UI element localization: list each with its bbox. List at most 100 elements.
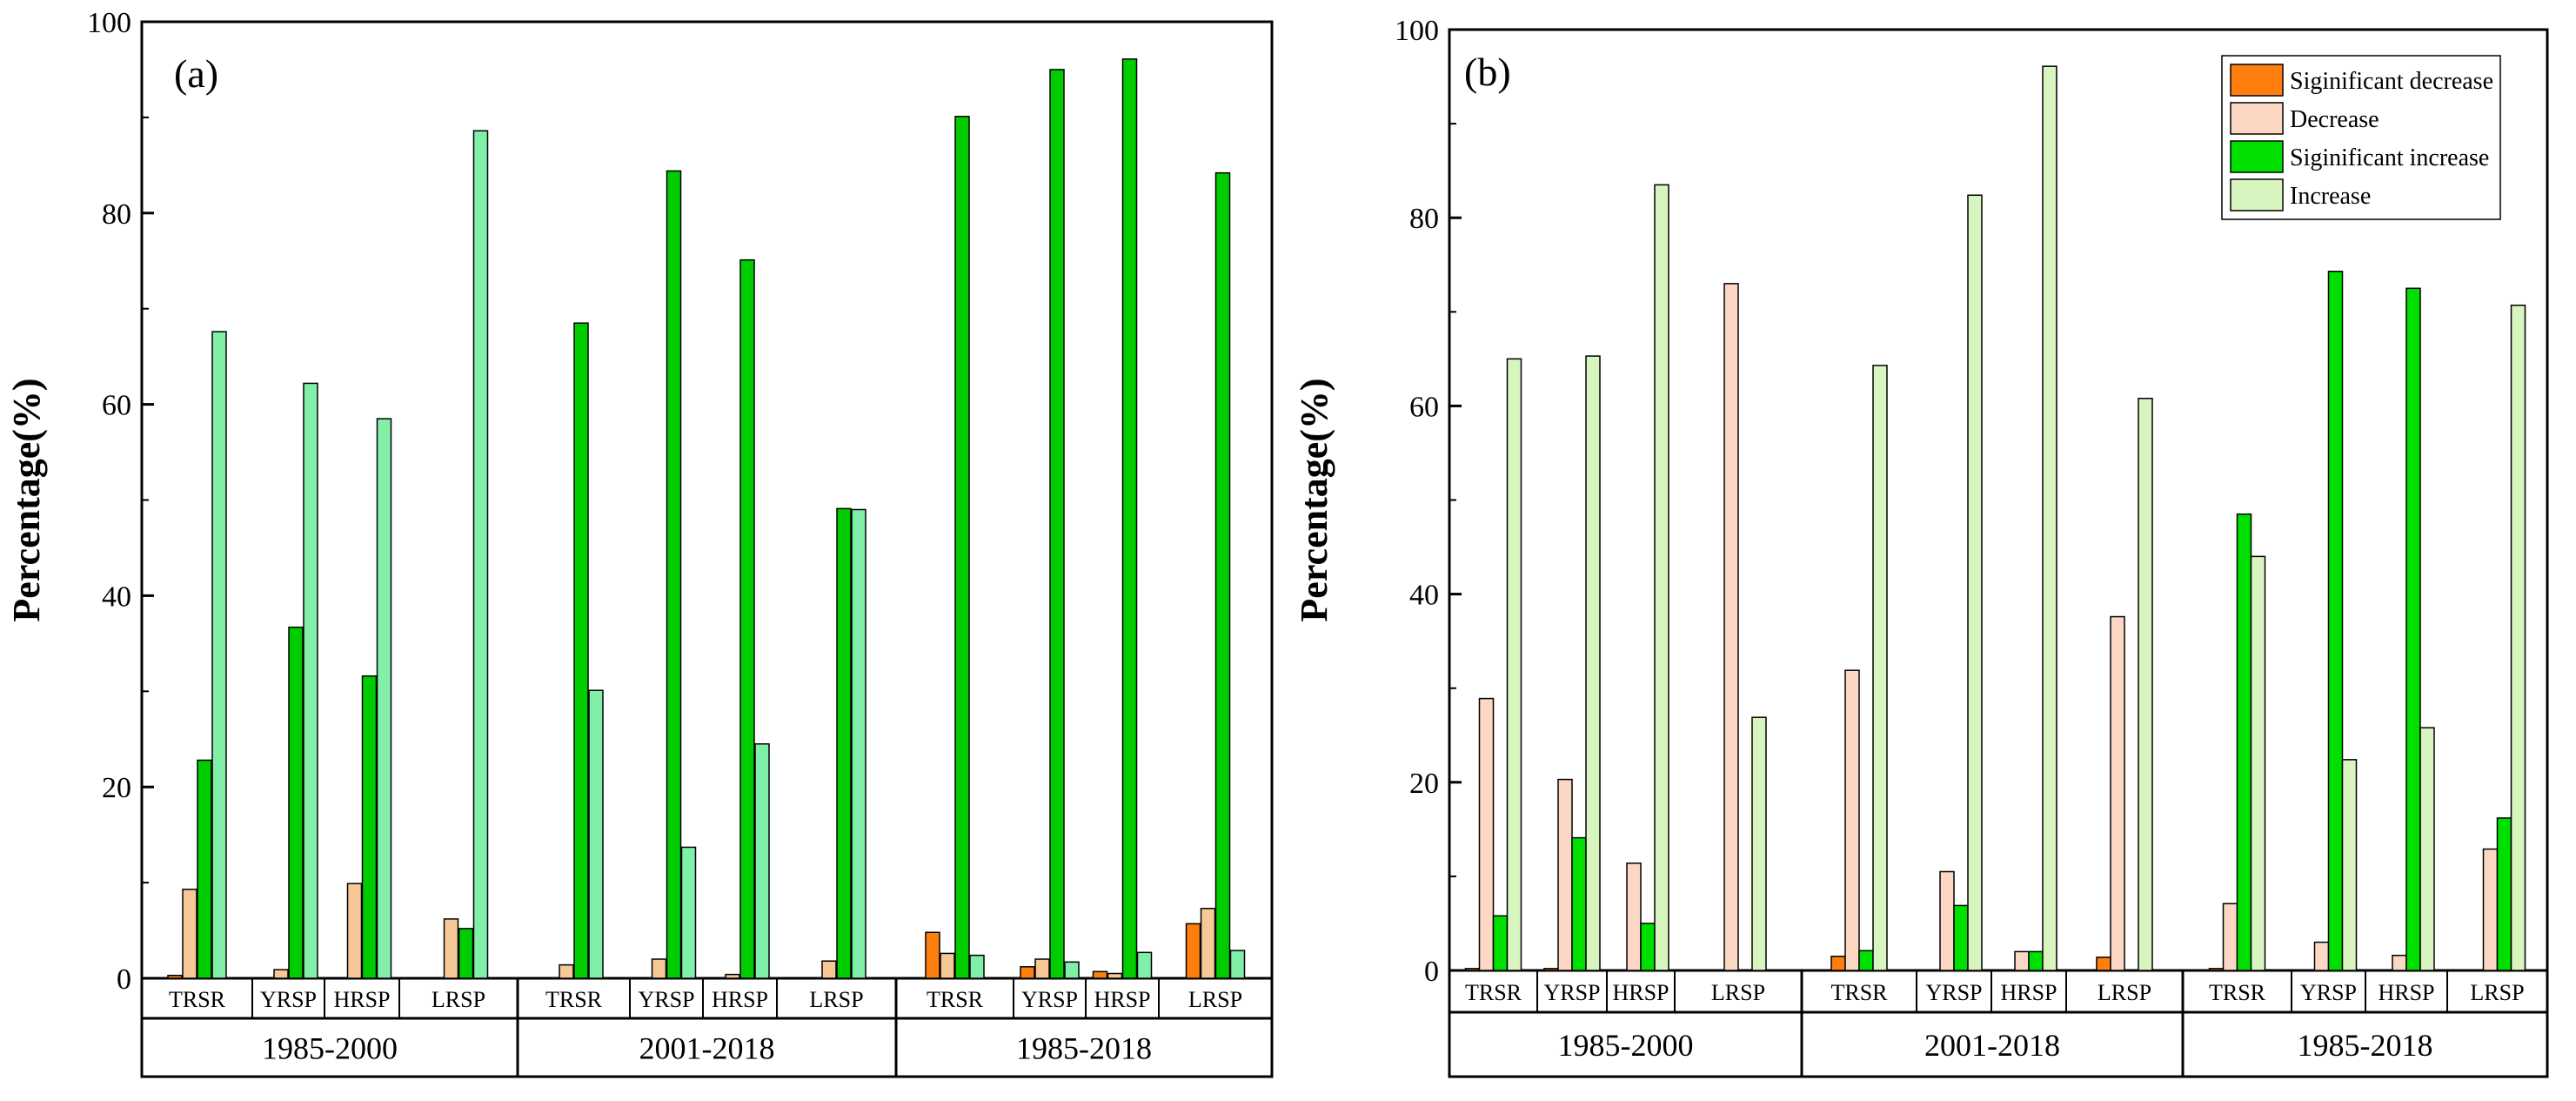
station-label: TRSR — [1830, 980, 1888, 1005]
bar — [1506, 358, 1522, 971]
bar — [1872, 365, 1888, 971]
bar — [1229, 950, 1246, 979]
bar — [2327, 271, 2344, 971]
bar — [1967, 194, 1983, 971]
y-tick-label: 80 — [102, 198, 131, 231]
y-tick-label: 40 — [102, 581, 131, 613]
legend-label: Increase — [2290, 183, 2371, 210]
bar — [680, 846, 697, 979]
bar — [969, 954, 985, 979]
y-tick-label: 40 — [1409, 580, 1439, 612]
plot-frame — [140, 20, 1274, 1078]
bar — [1844, 669, 1860, 971]
bar — [588, 689, 604, 979]
bar — [472, 130, 489, 979]
bar — [2341, 759, 2358, 971]
bar — [2236, 513, 2252, 971]
bar — [2042, 65, 2057, 971]
bar — [376, 418, 392, 979]
station-label: HRSP — [2378, 980, 2434, 1005]
bar — [1492, 915, 1509, 971]
bar — [1585, 355, 1601, 971]
bar — [2405, 287, 2421, 971]
bar — [1723, 283, 1739, 971]
legend-label: Siginificant decrease — [2290, 68, 2493, 95]
bar — [211, 331, 227, 979]
bar — [739, 258, 755, 979]
bar — [2482, 848, 2499, 971]
bar — [273, 969, 289, 979]
station-label: YRSP — [1021, 987, 1078, 1012]
bar — [2392, 954, 2407, 971]
bar — [925, 931, 940, 979]
bar — [1478, 697, 1495, 971]
station-label: HRSP — [1094, 987, 1150, 1012]
station-label: LRSP — [2098, 980, 2151, 1005]
bar — [197, 759, 212, 979]
bar — [1107, 972, 1123, 979]
bar — [2250, 555, 2266, 971]
bar — [303, 382, 318, 979]
bar — [940, 952, 955, 979]
bar — [2313, 941, 2330, 971]
bar — [182, 889, 197, 979]
bar — [1654, 184, 1669, 971]
bar — [1939, 870, 1955, 971]
y-tick-label: 0 — [1424, 956, 1439, 988]
y-tick-label: 100 — [87, 7, 131, 39]
bar — [1020, 966, 1035, 979]
bar — [1064, 961, 1080, 979]
bar — [559, 963, 574, 979]
station-label: TRSR — [169, 987, 226, 1012]
bar — [458, 928, 474, 979]
bar — [1049, 69, 1065, 979]
period-label: 1985-2000 — [1558, 1028, 1694, 1063]
station-label: LRSP — [1188, 987, 1242, 1012]
bar — [1185, 923, 1201, 979]
period-label: 1985-2000 — [262, 1031, 398, 1066]
bar — [851, 508, 866, 979]
station-label: TRSR — [927, 987, 984, 1012]
panel-label: (a) — [174, 51, 218, 96]
y-tick-label: 60 — [102, 390, 131, 422]
bar — [1640, 923, 1656, 971]
bar — [821, 960, 837, 979]
station-label: YRSP — [638, 987, 694, 1012]
station-label: HRSP — [712, 987, 768, 1012]
bar — [2208, 968, 2225, 971]
bar — [2138, 398, 2153, 971]
chart-panel-b: 0 20 40 60 80 100 Percentage(%) (b) 1985-2000 TRS… — [1293, 15, 2549, 1078]
bar — [1830, 956, 1846, 971]
station-label: LRSP — [2470, 980, 2524, 1005]
station-label: HRSP — [1612, 980, 1669, 1005]
bar — [443, 918, 459, 979]
bar — [2110, 615, 2125, 971]
bar — [288, 626, 304, 979]
station-label: LRSP — [432, 987, 485, 1012]
bar — [1214, 171, 1231, 979]
bar — [361, 675, 378, 979]
legend-swatch — [2230, 178, 2284, 211]
bar — [1200, 908, 1216, 979]
bar — [725, 973, 740, 979]
bar — [1136, 951, 1153, 979]
y-axis-label: Percentage(%) — [5, 378, 48, 621]
plot-frame — [1448, 28, 2549, 1078]
station-label: LRSP — [1711, 980, 1765, 1005]
bar — [754, 742, 770, 979]
y-tick-label: 0 — [117, 963, 131, 996]
bar — [651, 958, 667, 979]
y-tick-label: 80 — [1409, 203, 1439, 235]
station-label: YRSP — [1543, 980, 1600, 1005]
period-label: 1985-2018 — [1016, 1031, 1152, 1066]
y-axis-label: Percentage(%) — [1293, 378, 1335, 621]
station-label: HRSP — [333, 987, 390, 1012]
station-label: TRSR — [2209, 980, 2266, 1005]
bar — [2419, 727, 2435, 971]
station-label: YRSP — [260, 987, 317, 1012]
bar — [836, 507, 852, 979]
bar — [1571, 836, 1587, 971]
bar — [1121, 58, 1138, 979]
bar — [1858, 950, 1874, 971]
station-label: YRSP — [1925, 980, 1982, 1005]
